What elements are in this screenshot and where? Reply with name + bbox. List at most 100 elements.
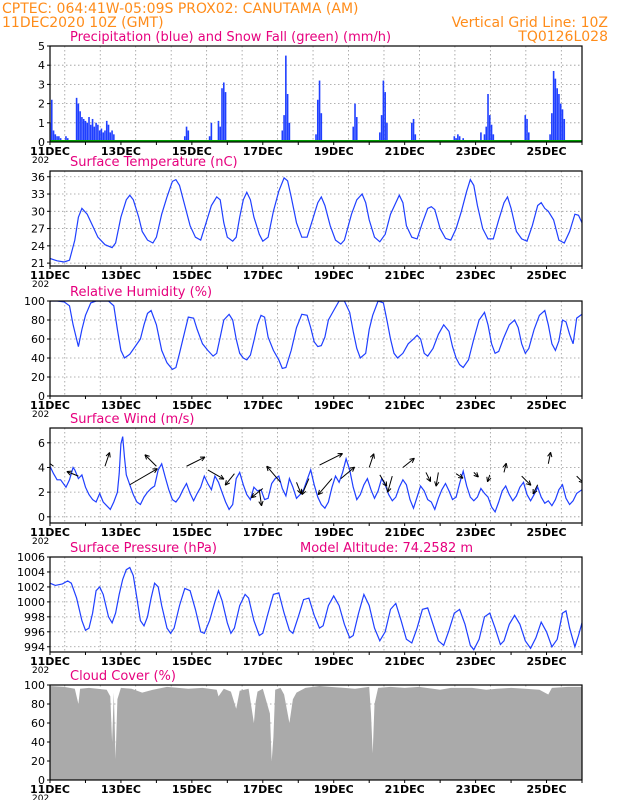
rh-ytick-label: 0	[38, 390, 45, 403]
precip-ytick-label: 3	[38, 78, 45, 91]
precip-bar	[91, 118, 94, 142]
precip-bar	[95, 122, 97, 142]
press-xtick-label: 23DEC	[456, 655, 496, 668]
precip-bar	[281, 130, 284, 142]
wind-arrowhead	[409, 457, 415, 464]
press-ytick-label: 994	[24, 641, 45, 654]
wind-xtick-label: 11DEC	[30, 526, 70, 539]
cloud-frame	[49, 684, 583, 781]
precip-bar	[595, 119, 597, 142]
temp-xtick-label: 25DEC	[527, 269, 567, 282]
precip-bar	[97, 124, 99, 142]
wind-arrowhead	[337, 453, 343, 458]
precip-ytick-label: 4	[38, 59, 45, 72]
wind-arrowhead	[66, 470, 72, 476]
wind-xtick-label: 21DEC	[385, 526, 425, 539]
precip-bar	[98, 130, 101, 142]
press-ytick-label: 1004	[17, 566, 45, 579]
precip-title: Precipitation (blue) and Snow Fall (gree…	[70, 30, 391, 45]
precip-bar	[458, 136, 461, 142]
temp-xtick-label: 21DEC	[385, 269, 425, 282]
cloud-xtick-label: 11DEC	[30, 783, 70, 796]
wind-arrowhead	[532, 488, 538, 495]
wind-arrow	[435, 472, 439, 487]
cloud-ytick-label: 100	[24, 679, 45, 692]
rh-series-line	[50, 301, 582, 371]
wind-arrowhead	[317, 489, 323, 496]
wind-arrowhead	[578, 478, 582, 483]
precip-bar	[552, 70, 555, 142]
cloud-xtick-label: 13DEC	[101, 783, 141, 796]
wind-ytick-label: 2	[38, 486, 45, 499]
cloud-xtick-label: 23DEC	[456, 783, 496, 796]
wind-xtick-label: 25DEC	[527, 526, 567, 539]
precip-bar	[320, 113, 323, 142]
wind-arrowhead	[526, 480, 532, 486]
temp-frame	[49, 170, 583, 267]
temp-ytick-label: 27	[31, 223, 45, 236]
wind-frame	[49, 427, 583, 524]
temp-ytick-label: 30	[31, 205, 45, 218]
cloud-xtick-label: 17DEC	[243, 783, 283, 796]
rh-frame	[49, 300, 583, 397]
press-xtick-label: 13DEC	[101, 655, 141, 668]
rh-ytick-label: 60	[31, 333, 45, 346]
precip-bar	[109, 132, 112, 142]
precip-bar	[288, 122, 291, 142]
temp-xtick-label: 15DEC	[172, 269, 212, 282]
precip-bar	[183, 136, 186, 142]
precip-bar	[487, 94, 489, 142]
wind-arrow	[186, 456, 206, 467]
wind-arrowhead	[297, 488, 302, 495]
wind-arrow	[66, 471, 79, 477]
wind-arrow	[258, 489, 263, 506]
precip-ytick-label: 2	[38, 98, 45, 111]
wind-arrow	[455, 473, 464, 479]
wind-arrow	[129, 468, 158, 486]
cloud-xtick-label: 21DEC	[385, 783, 425, 796]
wind-arrowhead	[386, 487, 392, 493]
rh-ytick-label: 20	[31, 371, 45, 384]
cloud-ytick-label: 80	[31, 698, 45, 711]
precip-bar	[286, 94, 289, 142]
wind-arrow	[301, 478, 310, 495]
precip-bar	[105, 120, 108, 142]
wind-arrowhead	[457, 473, 464, 479]
wind-series-line	[50, 436, 582, 514]
precip-bar	[559, 103, 562, 142]
precip-bar	[528, 132, 530, 142]
press-ytick-label: 996	[24, 626, 45, 639]
header: CPTEC: 064:41W-05:09S PROX02: CANUTAMA (…	[2, 1, 608, 45]
precip-bar	[208, 136, 211, 142]
wind-arrow	[547, 452, 552, 464]
cloud-xtick-label: 15DEC	[172, 783, 212, 796]
precip-bar	[599, 123, 601, 142]
temp-xtick-label: 19DEC	[314, 269, 354, 282]
wind-arrowhead	[426, 476, 432, 483]
press-xtick-label: 25DEC	[527, 655, 567, 668]
wind-arrow	[387, 475, 393, 493]
precip-bar	[354, 103, 356, 142]
precip-bar	[219, 126, 222, 142]
wind-arrowhead	[547, 451, 553, 458]
precip-bar	[556, 88, 558, 142]
precip-bar	[480, 132, 482, 142]
precip-ytick-label: 5	[38, 40, 45, 53]
rh-xtick-label: 17DEC	[243, 399, 283, 412]
wind-arrow	[379, 474, 388, 487]
wind-arrow	[368, 453, 375, 468]
precip-bar	[82, 118, 85, 142]
wind-arrow	[503, 463, 507, 473]
temp-series-line	[50, 176, 582, 263]
wind-arrowhead	[434, 481, 440, 487]
wind-arrowhead	[258, 500, 264, 507]
wind-arrowhead	[301, 489, 307, 496]
precip-bar	[410, 122, 413, 142]
precip-bar	[379, 132, 381, 142]
precip-xtick-label: 23DEC	[456, 145, 496, 158]
precip-bar	[561, 109, 564, 142]
precip-frame	[49, 45, 583, 143]
precip-bar	[107, 124, 110, 142]
precip-xtick-label: 21DEC	[385, 145, 425, 158]
precip-bar	[380, 115, 383, 142]
